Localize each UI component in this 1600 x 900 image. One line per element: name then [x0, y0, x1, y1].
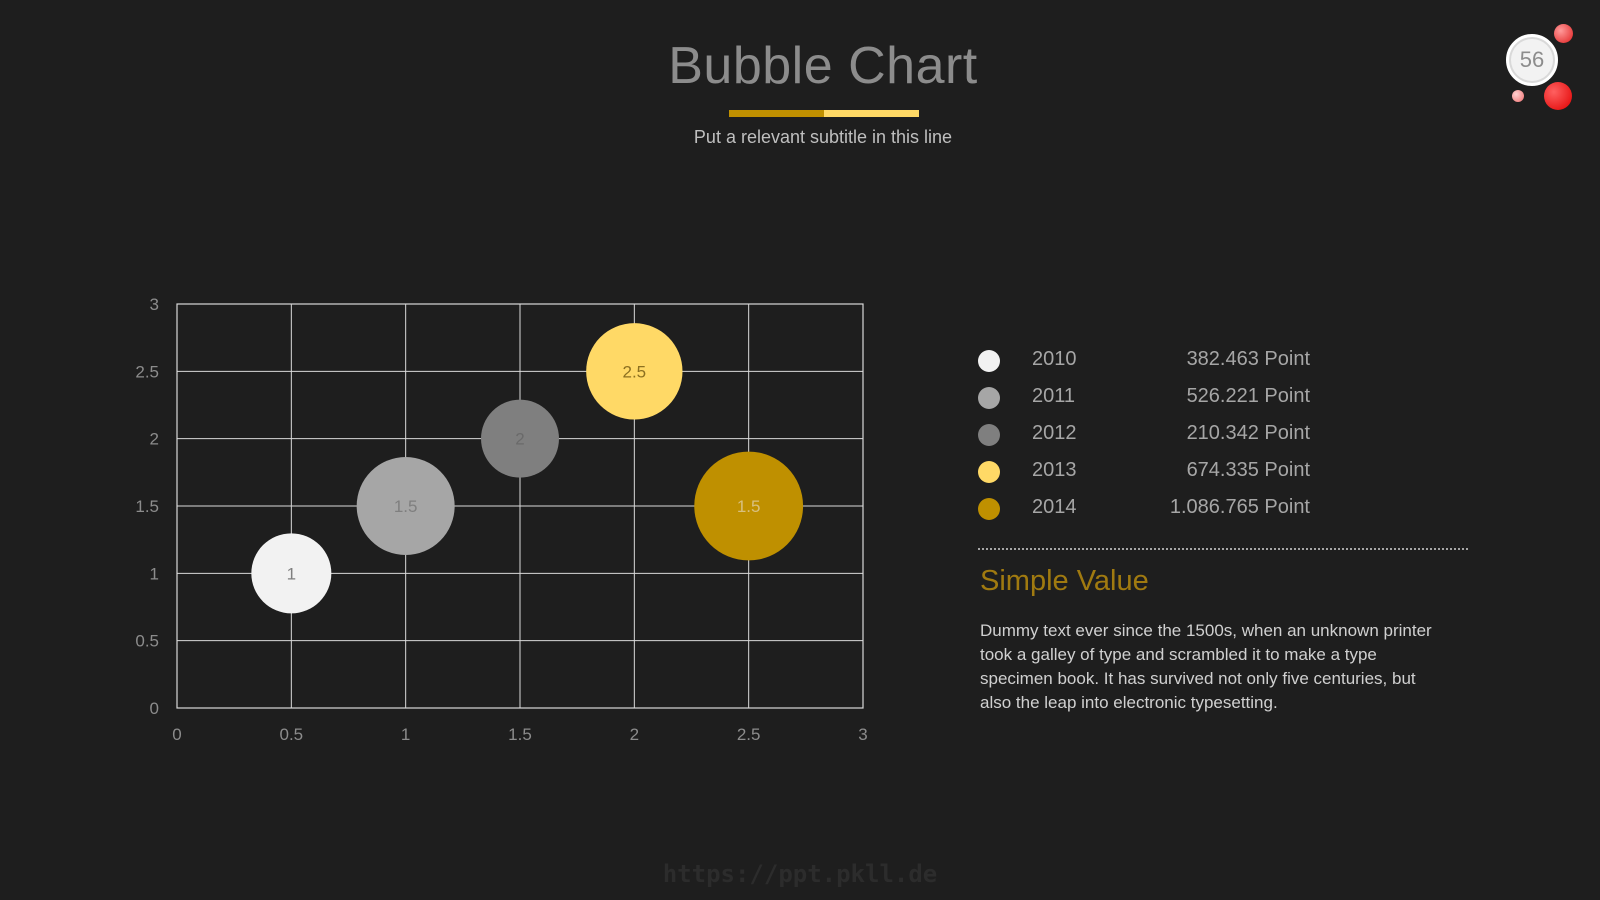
legend-color-dot	[978, 387, 1000, 409]
decorative-pink-dot	[1512, 90, 1524, 102]
bubble-1	[251, 533, 332, 614]
legend-item: 2012 210.342 Point	[970, 420, 1310, 457]
section-body-text: Dummy text ever since the 1500s, when an…	[980, 621, 1432, 712]
legend-value: 210.342 Point	[1186, 422, 1310, 444]
legend-color-dot	[978, 350, 1000, 372]
legend-color-dot	[978, 424, 1000, 446]
legend-value: 674.335 Point	[1186, 459, 1310, 481]
bubble-chart-svg: 0 0.5 1 1.5 2 2.5 3 0 0.5 1 1.5 2 2.5 3 1 1.5 2 2.5 1.5	[135, 295, 867, 744]
y-tick-label: 0.5	[135, 632, 159, 651]
watermark-text: https://ppt.pkll.de	[662, 860, 938, 888]
y-tick-label: 1.5	[135, 497, 159, 516]
bubble-3	[481, 399, 559, 478]
x-tick-label: 0	[172, 725, 181, 744]
y-tick-label: 2	[150, 430, 159, 449]
page-number-badge: 56	[1500, 22, 1580, 112]
legend: 2010 382.463 Point 2011 526.221 Point 20…	[970, 346, 1310, 531]
title-accent-bar	[729, 110, 919, 117]
bubble-label: 1.5	[737, 497, 761, 516]
x-tick-label: 1	[401, 725, 410, 744]
legend-value: 1.086.765 Point	[1169, 496, 1310, 518]
legend-year: 2011	[1032, 385, 1076, 407]
legend-item: 2010 382.463 Point	[970, 346, 1310, 383]
title-accent-bar-left	[729, 110, 824, 117]
decorative-red-dot-large	[1544, 82, 1572, 110]
x-tick-label: 0.5	[280, 725, 304, 744]
legend-color-dot	[978, 461, 1000, 483]
y-tick-label: 2.5	[135, 362, 159, 381]
bubble-label: 2.5	[623, 362, 647, 381]
dotted-divider	[978, 548, 1468, 550]
x-tick-label: 2.5	[737, 725, 761, 744]
page-number: 56	[1506, 34, 1558, 86]
legend-year: 2012	[1032, 422, 1077, 444]
legend-value: 382.463 Point	[1186, 348, 1310, 370]
title-accent-bar-right	[824, 110, 919, 117]
x-tick-label: 3	[858, 725, 867, 744]
section-heading: Simple Value	[980, 565, 1149, 597]
y-tick-label: 1	[150, 564, 159, 583]
x-tick-label: 2	[630, 725, 639, 744]
x-tick-label: 1.5	[508, 725, 532, 744]
legend-year: 2014	[1032, 496, 1077, 518]
legend-value: 526.221 Point	[1186, 385, 1310, 407]
bubble-2	[356, 457, 455, 555]
y-tick-label: 3	[150, 295, 159, 314]
legend-year: 2013	[1032, 459, 1077, 481]
legend-item: 2014 1.086.765 Point	[970, 494, 1310, 531]
bubble-label: 1	[287, 564, 296, 583]
legend-color-dot	[978, 498, 1000, 520]
bubble-chart: 0 0.5 1 1.5 2 2.5 3 0 0.5 1 1.5 2 2.5 3 1 1.5 2 2.5 1.5	[110, 280, 890, 760]
legend-year: 2010	[1032, 348, 1077, 370]
slide-title: Bubble Chart	[668, 37, 978, 95]
legend-item: 2013 674.335 Point	[970, 457, 1310, 494]
legend-item: 2011 526.221 Point	[970, 383, 1310, 420]
decorative-red-dot	[1554, 24, 1573, 43]
bubble-label: 1.5	[394, 497, 418, 516]
y-tick-label: 0	[150, 699, 159, 718]
bubble-5	[694, 451, 804, 561]
bubble-label: 2	[515, 430, 524, 449]
slide-subtitle: Put a relevant subtitle in this line	[693, 127, 953, 147]
bubble-4	[586, 323, 683, 420]
